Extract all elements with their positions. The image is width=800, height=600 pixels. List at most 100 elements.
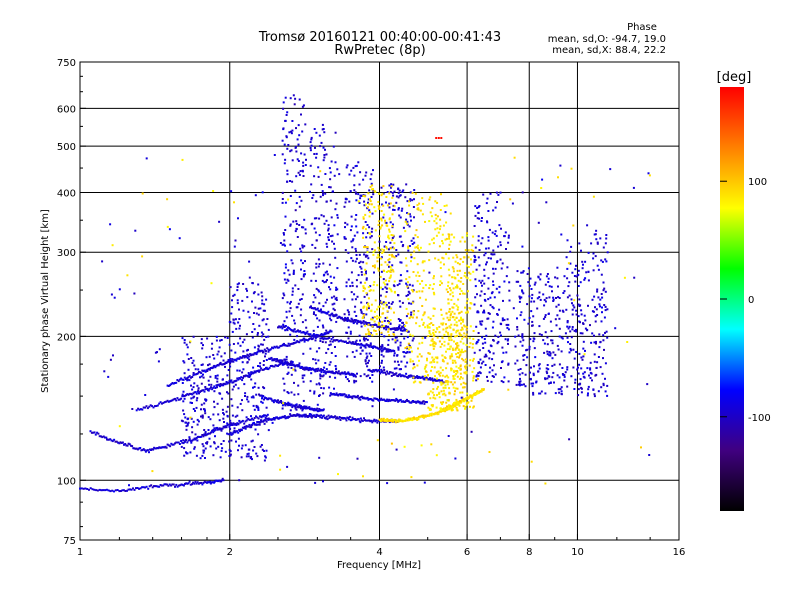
data-point [333,302,336,305]
data-point [324,362,327,364]
data-point [310,279,313,282]
data-point [181,382,184,384]
data-point [445,367,448,370]
data-point [241,419,244,422]
data-point [336,288,339,291]
data-point [377,200,380,203]
data-point [365,278,368,281]
data-point [326,298,328,301]
data-point [378,320,381,323]
data-point [316,370,319,372]
data-point [387,270,390,273]
data-point [404,419,407,422]
data-point [365,272,367,275]
data-point [614,327,617,330]
data-point [314,336,317,339]
data-point [368,334,371,337]
data-point [272,418,275,421]
data-point [410,417,413,420]
data-point [314,246,317,249]
data-point [279,468,282,471]
data-point [295,330,298,333]
data-point [451,282,454,285]
data-point [192,359,195,362]
data-point [487,312,490,314]
data-point [195,436,198,439]
data-point [371,316,374,319]
data-point [540,333,543,336]
data-point [378,192,381,195]
data-point [385,271,388,273]
data-point [453,302,456,305]
data-point [378,249,381,252]
data-point [487,298,490,301]
data-point [486,220,488,223]
data-point [135,409,138,412]
data-point [198,435,200,438]
data-point [412,367,415,370]
data-point [489,344,492,347]
data-point [464,407,466,410]
data-point [102,435,105,438]
data-point [497,335,500,338]
data-point [489,366,492,369]
data-point [182,378,185,381]
data-point [306,330,309,333]
data-point [401,207,404,210]
data-point [169,445,172,448]
data-point [251,282,254,284]
data-point [553,363,556,366]
data-point [207,429,210,431]
data-point [364,221,367,223]
data-point [313,227,316,230]
data-point [591,310,594,313]
data-point [238,444,240,447]
data-point [335,368,337,371]
data-point [490,380,493,383]
data-point [363,323,366,326]
data-point [406,281,409,284]
data-point [287,279,290,282]
data-point [94,433,97,436]
data-point [511,202,514,205]
data-point [358,253,361,256]
data-point [250,440,253,443]
data-point [382,348,385,351]
data-point [96,489,99,492]
data-point [470,258,472,261]
data-point [459,280,462,283]
data-point [302,352,305,355]
data-point [435,371,438,374]
data-point [292,271,295,274]
data-point [448,243,451,246]
data-point [282,377,285,380]
data-point [203,429,206,431]
data-point [409,418,412,421]
data-point [229,424,232,426]
data-point [326,270,328,273]
data-point [457,344,460,347]
data-point [288,131,291,134]
data-point [250,426,253,429]
data-point [84,487,87,490]
data-point [371,318,374,321]
data-point [201,363,204,366]
data-point [176,397,179,400]
data-point [410,302,413,305]
data-point [242,376,244,379]
data-point [290,342,293,345]
data-point [289,300,292,303]
data-point [347,337,350,340]
data-point [187,393,190,396]
data-point [201,434,204,436]
data-point [398,235,401,238]
data-point [354,375,357,378]
data-point [113,438,116,441]
data-point [289,343,292,346]
data-point [295,202,298,205]
data-point [382,417,385,420]
data-point [167,444,170,447]
data-point [308,367,311,369]
data-point [409,191,412,194]
data-point [247,455,250,458]
